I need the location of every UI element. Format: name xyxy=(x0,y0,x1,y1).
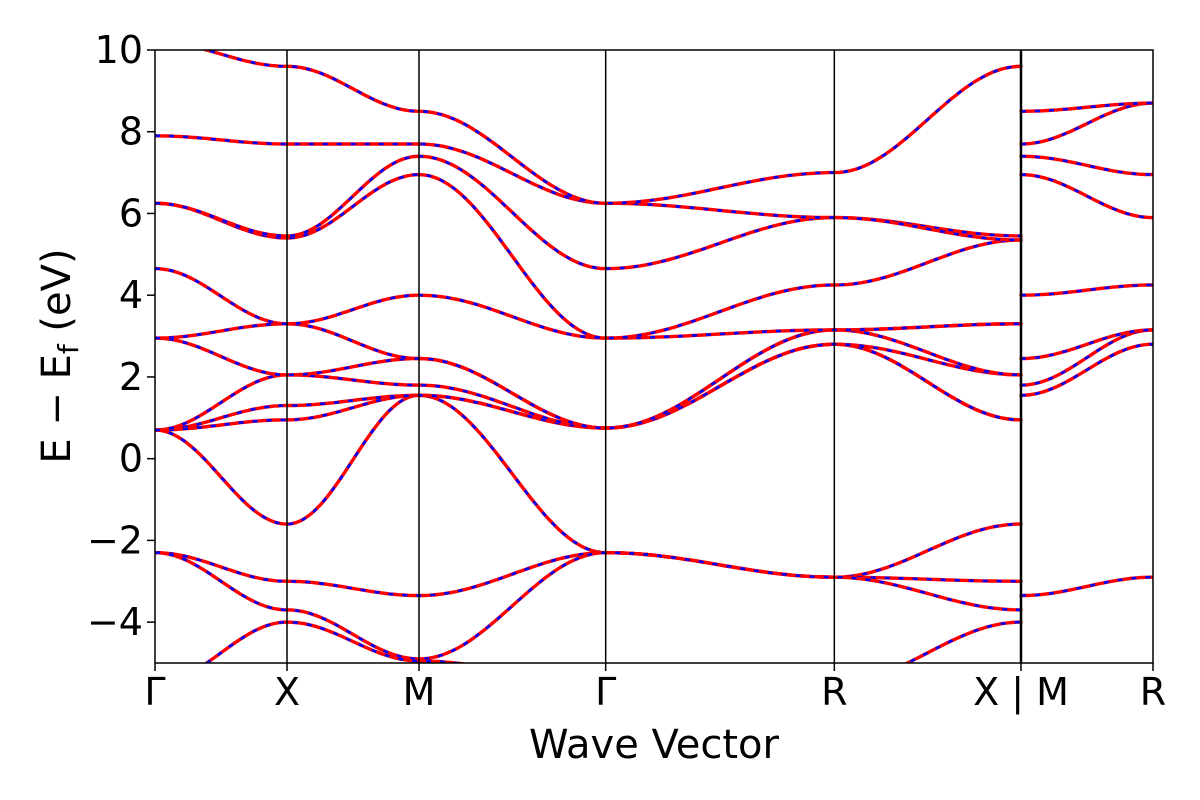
band-3-dft xyxy=(155,342,1022,432)
band-16-dft xyxy=(1020,328,1153,387)
band-8-fit xyxy=(155,154,1023,271)
band-18-fit xyxy=(1019,283,1153,297)
y-tick-label-1: −2 xyxy=(87,518,143,562)
x-axis-ticks: Γ X M Γ R X | M R xyxy=(144,663,1166,715)
band-17-dft xyxy=(1021,328,1153,360)
y-tick-label-6: 8 xyxy=(119,110,143,154)
band-1-fit xyxy=(155,342,1023,432)
band-0-dft xyxy=(155,393,1021,579)
band-3-fit xyxy=(155,342,1023,432)
band-9-fit xyxy=(155,134,1023,242)
band-4-dft xyxy=(155,328,1022,430)
plot-frame xyxy=(154,49,1154,664)
band-10-fit xyxy=(200,50,1023,206)
band-22-fit xyxy=(1019,101,1153,113)
band-20-fit xyxy=(1019,154,1153,177)
y-axis-label-unit: (eV) xyxy=(34,248,80,344)
band-2-dft xyxy=(155,342,1022,432)
band-6-fit xyxy=(155,266,1023,340)
band-8-dft xyxy=(155,154,1021,270)
y-tick-label-7: 10 xyxy=(95,28,143,72)
x-tick-label-1: X xyxy=(274,670,300,714)
band-14-fit xyxy=(1019,575,1153,598)
x-axis-label: Wave Vector xyxy=(529,722,780,768)
band-4-fit xyxy=(155,328,1023,430)
band-7-fit xyxy=(155,172,1023,340)
band-7-dft xyxy=(155,173,1022,340)
y-axis-ticks: −4 −2 0 2 4 6 8 10 xyxy=(87,28,155,644)
y-tick-label-0: −4 xyxy=(87,600,143,644)
band-10-dft xyxy=(201,50,1022,205)
band-11-dft xyxy=(155,551,1021,597)
y-tick-label-3: 2 xyxy=(119,355,143,399)
band-13-fit xyxy=(203,620,1023,663)
y-axis-label-main: E − E xyxy=(34,354,80,464)
band-6-dft xyxy=(155,267,1021,340)
band-2-fit xyxy=(155,342,1023,432)
band-12-fit xyxy=(155,551,1023,661)
y-axis-label-subscript: f xyxy=(52,343,85,354)
y-tick-label-4: 4 xyxy=(119,273,143,317)
band-12-dft xyxy=(155,551,1022,661)
band-15-dft xyxy=(1020,342,1153,397)
band-11-fit xyxy=(155,551,1023,598)
y-tick-label-2: 0 xyxy=(119,437,143,481)
band-1-dft xyxy=(155,342,1022,432)
y-axis-label: E − Ef (eV) xyxy=(34,248,85,463)
band-21-fit xyxy=(1019,101,1153,146)
band-19-dft xyxy=(1020,173,1153,219)
y-tick-label-5: 6 xyxy=(119,191,143,235)
x-tick-label-5: X | M xyxy=(973,670,1069,715)
band-lines xyxy=(155,50,1153,663)
x-tick-label-3: Γ xyxy=(595,670,616,714)
x-tick-label-0: Γ xyxy=(144,670,165,714)
high-symmetry-lines xyxy=(286,50,1023,663)
x-tick-label-6: R xyxy=(1140,670,1166,714)
x-tick-label-4: R xyxy=(821,670,847,714)
x-tick-label-2: M xyxy=(403,670,436,714)
